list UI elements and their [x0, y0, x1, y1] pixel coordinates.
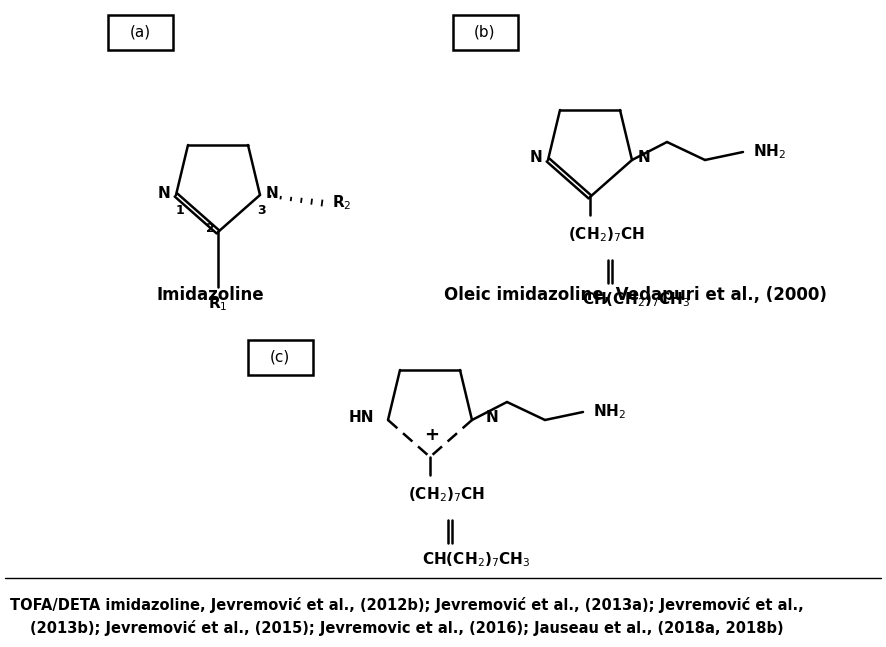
Text: N: N — [530, 151, 542, 166]
Text: TOFA/DETA imidazoline, Jevremović et al., (2012b); Jevremović et al., (2013a); J: TOFA/DETA imidazoline, Jevremović et al.… — [10, 597, 804, 635]
Text: N: N — [486, 410, 499, 426]
Text: R$_1$: R$_1$ — [208, 294, 228, 313]
Text: Oleic imidazoline, Vedapuri et al., (2000): Oleic imidazoline, Vedapuri et al., (200… — [444, 286, 827, 304]
Text: HN: HN — [348, 410, 374, 426]
Text: NH$_2$: NH$_2$ — [593, 402, 626, 421]
Text: (a): (a) — [129, 25, 151, 39]
Text: CH(CH$_2$)$_7$CH$_3$: CH(CH$_2$)$_7$CH$_3$ — [422, 551, 531, 569]
Text: NH$_2$: NH$_2$ — [752, 142, 786, 161]
Text: +: + — [424, 426, 439, 444]
Text: (CH$_2$)$_7$CH: (CH$_2$)$_7$CH — [568, 226, 645, 245]
Text: 2: 2 — [206, 221, 214, 234]
Text: R$_2$: R$_2$ — [332, 193, 352, 212]
Text: (CH$_2$)$_7$CH: (CH$_2$)$_7$CH — [408, 486, 486, 505]
Text: N: N — [638, 151, 650, 166]
Text: (c): (c) — [270, 349, 290, 364]
Bar — [453, 15, 518, 50]
Bar — [108, 15, 173, 50]
Text: N: N — [158, 186, 170, 201]
Text: 1: 1 — [175, 204, 184, 217]
Bar — [248, 340, 313, 375]
Text: N: N — [266, 186, 278, 201]
Text: CH(CH$_2$)$_7$CH$_3$: CH(CH$_2$)$_7$CH$_3$ — [582, 291, 690, 309]
Text: 3: 3 — [258, 204, 267, 217]
Text: (b): (b) — [474, 25, 496, 39]
Text: Imidazoline: Imidazoline — [156, 286, 264, 304]
